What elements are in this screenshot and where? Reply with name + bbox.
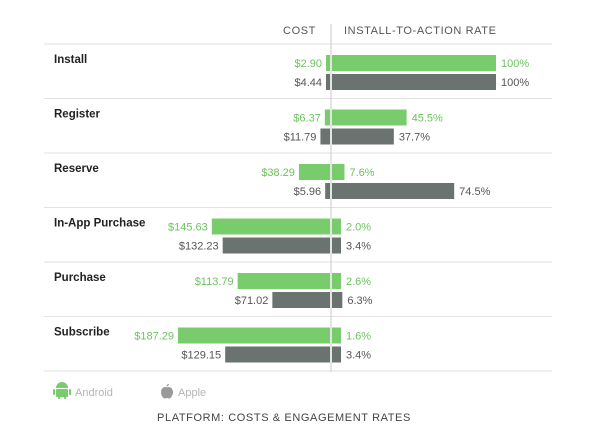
- rate-bar-apple-in-app-purchase: [332, 237, 341, 254]
- row-label-subscribe: Subscribe: [54, 327, 110, 339]
- cost-bar-android-subscribe: [178, 327, 330, 344]
- cost-bar-apple-reserve: [325, 183, 330, 199]
- cost-label-apple-purchase: $71.02: [235, 295, 269, 307]
- cost-bar-apple-install: [326, 74, 330, 90]
- rate-bar-android-install: [332, 55, 496, 71]
- row-label-register: Register: [54, 109, 101, 121]
- cost-label-android-in-app-purchase: $145.63: [168, 222, 208, 234]
- rate-label-android-purchase: 2.6%: [346, 276, 371, 288]
- rate-bar-apple-subscribe: [332, 346, 341, 363]
- cost-bar-apple-register: [320, 128, 330, 145]
- rate-label-apple-reserve: 74.5%: [459, 186, 490, 198]
- rate-bar-android-in-app-purchase: [332, 218, 341, 235]
- row-label-in-app-purchase: In-App Purchase: [54, 218, 145, 230]
- rate-label-apple-register: 37.7%: [399, 132, 430, 144]
- legend-apple-label: Apple: [178, 387, 206, 399]
- rate-bar-android-subscribe: [332, 327, 341, 344]
- rate-bar-apple-purchase: [332, 292, 343, 308]
- row-label-reserve: Reserve: [54, 163, 99, 175]
- rate-label-android-in-app-purchase: 2.0%: [346, 222, 371, 234]
- android-icon: [53, 382, 71, 399]
- rate-label-apple-install: 100%: [501, 77, 529, 89]
- rate-label-apple-purchase: 6.3%: [347, 295, 372, 307]
- rate-label-android-install: 100%: [501, 58, 529, 70]
- cost-column-header: COST: [283, 25, 316, 37]
- cost-bar-apple-purchase: [272, 292, 330, 308]
- rate-bar-apple-register: [332, 128, 394, 145]
- rate-bar-android-purchase: [332, 273, 341, 289]
- apple-icon: [161, 383, 173, 399]
- cost-bar-android-purchase: [237, 273, 330, 289]
- rate-bar-android-register: [332, 109, 407, 126]
- rate-bar-android-reserve: [332, 164, 345, 180]
- cost-label-apple-in-app-purchase: $132.23: [179, 241, 219, 253]
- rate-bar-apple-reserve: [332, 183, 455, 199]
- rate-bar-apple-install: [332, 74, 496, 90]
- cost-bar-android-register: [324, 109, 330, 126]
- rate-label-apple-in-app-purchase: 3.4%: [346, 241, 371, 253]
- cost-label-android-subscribe: $187.29: [134, 331, 174, 343]
- cost-label-android-purchase: $113.79: [195, 276, 234, 288]
- rate-label-android-subscribe: 1.6%: [346, 331, 371, 343]
- row-label-purchase: Purchase: [54, 272, 106, 284]
- cost-label-apple-register: $11.79: [284, 132, 317, 144]
- legend: Android Apple: [53, 382, 206, 399]
- cost-label-android-register: $6.37: [293, 113, 321, 125]
- rate-column-header: INSTALL-TO-ACTION RATE: [344, 25, 497, 37]
- rate-label-android-reserve: 7.6%: [349, 167, 374, 179]
- row-label-install: Install: [54, 54, 87, 66]
- cost-label-android-install: $2.90: [294, 58, 322, 70]
- cost-label-android-reserve: $38.29: [261, 167, 295, 179]
- cost-bar-android-reserve: [298, 164, 330, 180]
- chart-rows: Install $2.90 100% $4.44 100% Register $6.37 45…: [44, 54, 552, 372]
- rate-label-apple-subscribe: 3.4%: [346, 350, 371, 362]
- cost-label-apple-subscribe: $129.15: [181, 350, 221, 362]
- cost-bar-apple-in-app-purchase: [222, 237, 330, 254]
- cost-label-apple-reserve: $5.96: [294, 186, 322, 198]
- cost-bar-apple-subscribe: [225, 346, 330, 363]
- chart-title: PLATFORM: COSTS & ENGAGEMENT RATES: [157, 412, 411, 424]
- cost-bar-android-in-app-purchase: [211, 218, 330, 235]
- cost-bar-android-install: [326, 55, 330, 71]
- rate-label-android-register: 45.5%: [412, 113, 443, 125]
- legend-android-label: Android: [75, 387, 113, 399]
- cost-label-apple-install: $4.44: [294, 77, 322, 89]
